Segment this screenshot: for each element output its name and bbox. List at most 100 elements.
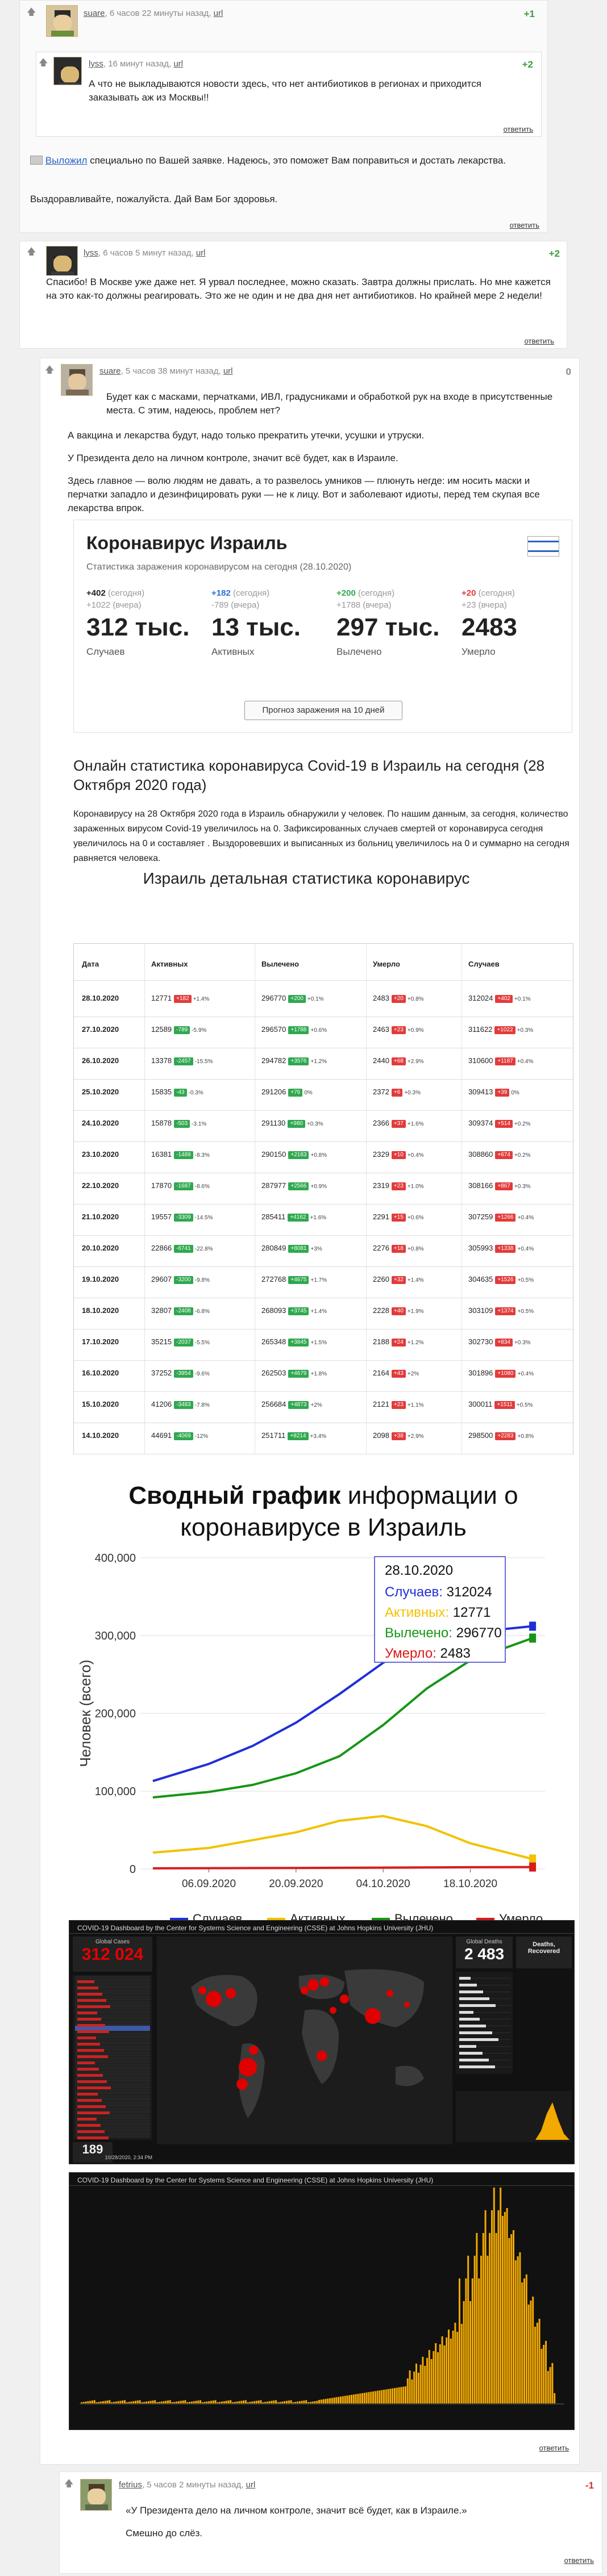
world-map[interactable] bbox=[157, 1937, 452, 2144]
country-row[interactable] bbox=[75, 2038, 150, 2046]
avatar[interactable] bbox=[46, 5, 78, 37]
upvote-icon[interactable]: 🡅 bbox=[39, 58, 48, 68]
table-cell: 28.10.2020 bbox=[82, 994, 119, 1002]
comment-meta: suare, 5 часов 38 минут назад, url bbox=[99, 366, 233, 376]
comment-meta: suare, 6 часов 22 минуты назад, url bbox=[84, 9, 223, 18]
country-row[interactable] bbox=[75, 2113, 150, 2121]
country-row[interactable] bbox=[75, 2019, 150, 2027]
avatar[interactable] bbox=[53, 57, 82, 85]
deaths-row[interactable] bbox=[458, 2020, 510, 2027]
url-link[interactable]: url bbox=[173, 59, 183, 69]
daily-bar bbox=[433, 2351, 435, 2403]
country-row[interactable] bbox=[75, 1994, 150, 2002]
deaths-row[interactable] bbox=[458, 2047, 510, 2055]
country-row[interactable] bbox=[75, 2051, 150, 2058]
daily-bar bbox=[186, 2402, 189, 2403]
daily-bar bbox=[450, 2339, 452, 2403]
daily-bar bbox=[348, 2395, 351, 2403]
table-cell: 307259 +1266 +0.4% bbox=[468, 1212, 534, 1222]
table-cell: 256684 +4873 +2% bbox=[261, 1400, 322, 1409]
deaths-row[interactable] bbox=[458, 1986, 510, 1993]
table-header: Дата bbox=[82, 960, 99, 968]
table-cell: 20.10.2020 bbox=[82, 1244, 119, 1252]
post-link[interactable]: Выложил bbox=[45, 155, 88, 166]
deaths-row[interactable] bbox=[458, 1972, 510, 1980]
deaths-row[interactable] bbox=[458, 1993, 510, 2000]
deaths-row[interactable] bbox=[458, 2013, 510, 2021]
country-row[interactable] bbox=[75, 2094, 150, 2102]
avatar[interactable] bbox=[80, 2479, 112, 2511]
country-row[interactable] bbox=[75, 2082, 150, 2089]
daily-bar bbox=[374, 2391, 376, 2403]
y-tick-label: 400,000 bbox=[95, 1552, 136, 1565]
username-link[interactable]: lyss bbox=[84, 248, 98, 258]
series-line-Активных bbox=[152, 1814, 533, 1860]
reply-link[interactable]: ответить bbox=[564, 2556, 594, 2565]
country-row[interactable] bbox=[75, 2013, 150, 2021]
country-row[interactable] bbox=[75, 2057, 150, 2064]
country-row[interactable] bbox=[75, 2044, 150, 2052]
country-row[interactable] bbox=[75, 1988, 150, 1996]
deaths-row[interactable] bbox=[458, 2040, 510, 2048]
country-row[interactable] bbox=[75, 1976, 150, 1983]
country-row[interactable] bbox=[75, 2101, 150, 2108]
deaths-row[interactable] bbox=[458, 2054, 510, 2061]
country-row[interactable] bbox=[75, 2126, 150, 2133]
deaths-row[interactable] bbox=[458, 2006, 510, 2014]
deaths-row[interactable] bbox=[458, 2027, 510, 2034]
reply-link[interactable]: ответить bbox=[524, 337, 554, 345]
table-cell: 21.10.2020 bbox=[82, 1212, 119, 1221]
series-marker bbox=[529, 1633, 537, 1643]
daily-bar bbox=[467, 2256, 469, 2403]
upvote-icon[interactable]: 🡅 bbox=[45, 365, 55, 375]
url-link[interactable]: url bbox=[223, 366, 233, 376]
country-row[interactable] bbox=[75, 2107, 150, 2114]
deaths-row[interactable] bbox=[458, 1979, 510, 1987]
deaths-row[interactable] bbox=[458, 2000, 510, 2007]
reply-link[interactable]: ответить bbox=[503, 125, 533, 133]
username-link[interactable]: fetrius bbox=[119, 2480, 142, 2490]
country-row[interactable] bbox=[75, 2026, 150, 2033]
x-tick-label: 06.09.2020 bbox=[182, 1878, 236, 1890]
daily-bar bbox=[489, 2233, 491, 2403]
country-row[interactable] bbox=[75, 2119, 150, 2127]
country-row[interactable] bbox=[75, 1982, 150, 1989]
url-link[interactable]: url bbox=[246, 2480, 256, 2490]
username-link[interactable]: suare bbox=[99, 366, 121, 376]
country-row[interactable] bbox=[75, 2032, 150, 2039]
country-row[interactable] bbox=[75, 2076, 150, 2083]
avatar[interactable] bbox=[46, 246, 78, 278]
url-link[interactable]: url bbox=[196, 248, 206, 258]
country-list[interactable] bbox=[73, 1975, 152, 2140]
upvote-icon[interactable]: 🡅 bbox=[27, 247, 36, 257]
country-row[interactable] bbox=[75, 2132, 150, 2139]
daily-bar bbox=[460, 2324, 463, 2403]
country-row[interactable] bbox=[75, 2001, 150, 2008]
daily-bar bbox=[538, 2319, 541, 2403]
avatar[interactable] bbox=[61, 364, 93, 396]
username-link[interactable]: lyss bbox=[89, 59, 103, 69]
reply-link[interactable]: ответить bbox=[539, 2444, 569, 2452]
daily-bar bbox=[506, 2208, 508, 2403]
deaths-list[interactable] bbox=[456, 1972, 513, 2074]
upvote-icon[interactable]: 🡅 bbox=[64, 2479, 74, 2489]
deaths-row[interactable] bbox=[458, 2034, 510, 2041]
username-link[interactable]: suare bbox=[84, 9, 105, 18]
table-row: 18.10.2020 32807 -2408 -6.8% 268093 +3745 +1.4… bbox=[74, 1300, 573, 1323]
daily-bar bbox=[247, 2402, 249, 2403]
country-row[interactable] bbox=[75, 2063, 150, 2071]
upvote-icon[interactable]: 🡅 bbox=[27, 7, 36, 17]
daily-bar bbox=[400, 2387, 402, 2403]
daily-bar bbox=[361, 2393, 363, 2403]
deaths-row[interactable] bbox=[458, 2061, 510, 2068]
daily-bar bbox=[139, 2400, 141, 2403]
table-cell: 19557 -3309 -14.5% bbox=[151, 1212, 213, 1222]
country-row[interactable] bbox=[75, 2088, 150, 2096]
country-row[interactable] bbox=[75, 2007, 150, 2014]
country-row[interactable] bbox=[75, 2069, 150, 2077]
reply-link[interactable]: ответить bbox=[509, 221, 539, 229]
url-link[interactable]: url bbox=[213, 9, 223, 18]
daily-bar bbox=[493, 2188, 495, 2403]
daily-bar bbox=[141, 2402, 143, 2403]
forecast-button[interactable]: Прогноз заражения на 10 дней bbox=[244, 701, 402, 720]
